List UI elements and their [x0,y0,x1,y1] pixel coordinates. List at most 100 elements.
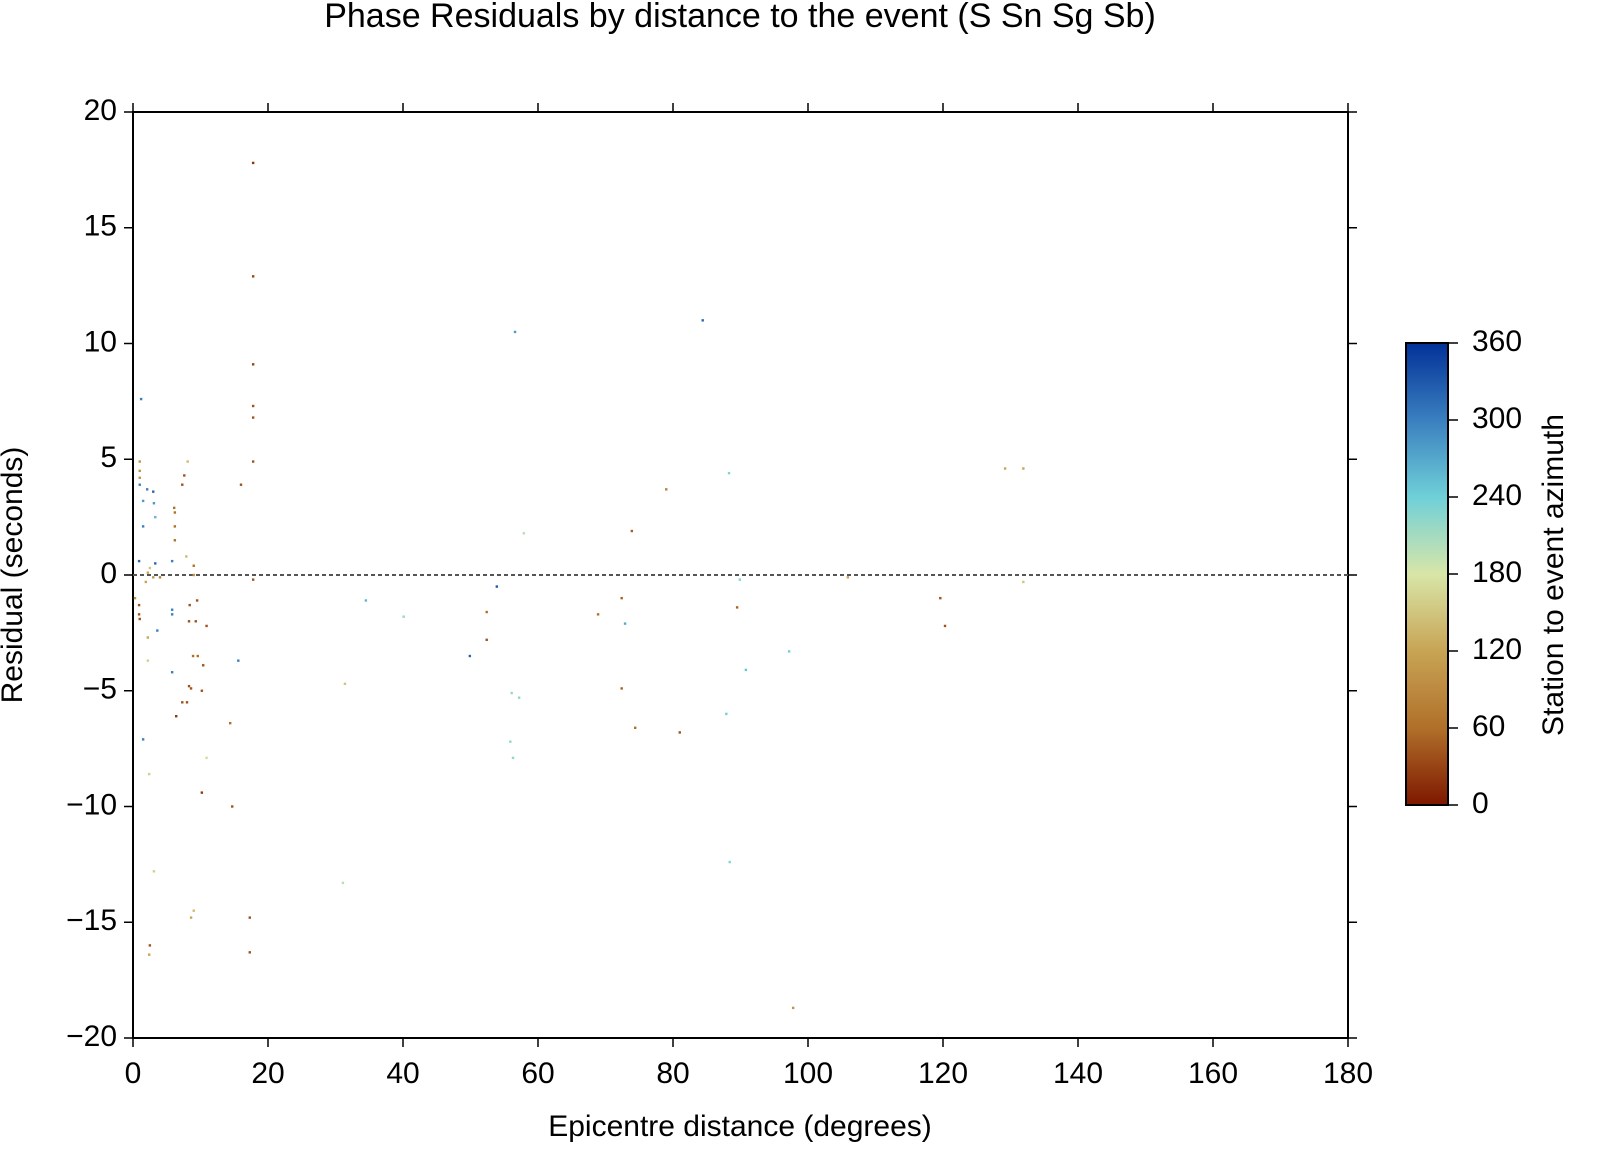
point [170,559,174,563]
point [229,721,232,725]
point [154,562,157,565]
point [181,483,184,486]
point [725,712,728,716]
point [1003,467,1007,470]
x-tick-label: 80 [656,1057,689,1090]
point [138,469,141,473]
colorbar-tick-label: 180 [1472,556,1522,589]
y-tick-label: 5 [100,441,117,474]
point [185,555,188,558]
point [791,1006,795,1010]
x-tick-label: 120 [918,1057,968,1090]
point [620,596,623,600]
x-tick-label: 0 [125,1057,142,1090]
point [251,275,255,278]
point [205,756,208,760]
point [146,636,150,639]
point [239,483,243,486]
point [248,916,251,919]
colorbar-tick-label: 120 [1472,633,1522,666]
point [485,610,488,614]
x-tick-label: 180 [1323,1057,1373,1090]
point [192,564,195,567]
point [678,731,681,734]
colorbar-label: Station to event azimuth [1537,414,1570,736]
point [148,566,152,570]
point [158,576,162,579]
point [630,529,634,533]
point [138,460,141,463]
point [137,613,141,616]
x-tick-label: 140 [1053,1057,1103,1090]
point [146,571,150,574]
point [727,471,731,475]
point [170,671,174,674]
y-tick-label: −20 [66,1020,117,1053]
point [744,668,748,672]
y-tick-label: 0 [100,557,117,590]
point [1022,580,1025,584]
point [148,944,152,947]
point [251,404,255,408]
point [510,691,513,695]
point [787,650,791,653]
colorbar-tick-label: 300 [1472,402,1522,435]
point [231,805,234,808]
point [187,620,191,623]
point [634,726,637,729]
x-tick-label: 100 [783,1057,833,1090]
point [137,559,141,563]
point [152,502,156,505]
point [183,474,186,477]
point [138,476,141,479]
point [195,599,199,602]
colorbar-tick-label: 360 [1472,325,1522,358]
point [251,578,255,581]
colorbar-tick-label: 60 [1472,710,1505,743]
point [495,585,499,588]
y-tick-label: −15 [66,904,117,937]
point [205,624,208,628]
point [364,599,368,602]
point [146,659,150,662]
point [145,488,149,491]
point [738,578,742,581]
point [511,756,515,760]
point [170,613,174,616]
point [154,515,157,519]
point [596,613,600,616]
point [509,740,512,743]
y-tick-label: 20 [84,94,117,127]
point [173,539,177,542]
x-tick-label: 20 [251,1057,284,1090]
point [152,576,155,579]
point [200,689,204,692]
point [522,532,526,535]
point [192,909,195,912]
point [192,573,195,577]
point [939,596,942,600]
point [194,620,197,623]
point [185,701,189,704]
point [156,629,159,632]
point [846,576,850,579]
point [141,499,145,503]
point [175,715,178,718]
point [188,603,191,607]
colorbar [1405,342,1449,806]
point [402,615,405,618]
point [341,881,345,885]
point [1022,467,1025,470]
y-tick-label: −10 [66,788,117,821]
x-tick-label: 40 [386,1057,419,1090]
point [173,511,177,514]
point [137,603,141,607]
point [728,860,731,864]
point [513,330,517,334]
point [172,506,176,510]
point [139,397,143,401]
point [189,687,193,690]
point [943,624,947,628]
point [735,606,739,609]
point [468,654,472,658]
